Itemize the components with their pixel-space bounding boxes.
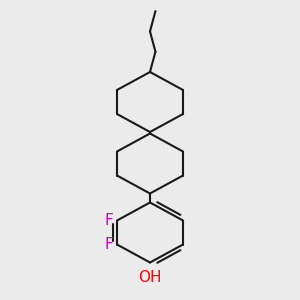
Text: F: F <box>105 213 113 228</box>
Text: F: F <box>105 237 113 252</box>
Text: OH: OH <box>138 270 162 285</box>
